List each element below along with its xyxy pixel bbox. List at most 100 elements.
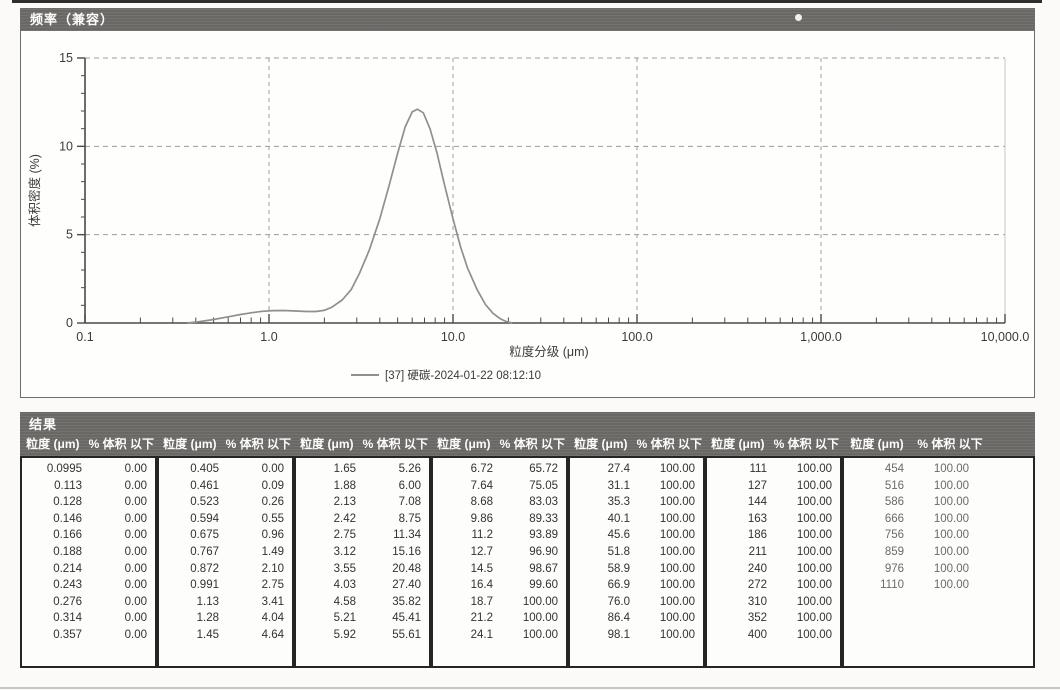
size-value: 516 bbox=[884, 479, 904, 492]
size-value: 2.13 bbox=[333, 496, 356, 509]
x-tick-label: 100.0 bbox=[621, 330, 652, 344]
table-row: 0.314 0.00 bbox=[22, 610, 155, 627]
percent-volume-value: 100.00 bbox=[796, 628, 832, 641]
table-row: 6.72 65.72 bbox=[433, 461, 566, 478]
percent-volume-value: 55.61 bbox=[392, 628, 421, 641]
percent-volume-value: 0.00 bbox=[124, 595, 147, 608]
percent-volume-value: 100.00 bbox=[659, 545, 695, 558]
scan-bottom-edge bbox=[0, 687, 1060, 689]
percent-volume-value: 96.90 bbox=[529, 545, 558, 558]
table-row: 352 100.00 bbox=[707, 610, 840, 627]
scan-artifact-dot bbox=[795, 14, 802, 21]
percent-volume-value: 0.00 bbox=[124, 529, 147, 542]
size-value: 21.2 bbox=[470, 612, 493, 625]
size-value: 3.55 bbox=[333, 562, 356, 575]
size-value: 98.1 bbox=[607, 628, 630, 641]
table-row: 666 100.00 bbox=[844, 511, 1033, 528]
size-column-header: 粒度 (μm) bbox=[711, 437, 765, 451]
table-row: 1.13 3.41 bbox=[159, 594, 292, 611]
percent-volume-value: 100.00 bbox=[796, 562, 832, 575]
size-value: 756 bbox=[884, 529, 904, 542]
scan-top-edge bbox=[12, 0, 1042, 3]
percent-volume-value: 0.55 bbox=[261, 512, 284, 525]
percent-volume-column-header: % 体积 以下 bbox=[773, 437, 840, 451]
column-group-header: 粒度 (μm) % 体积 以下 bbox=[294, 434, 431, 456]
size-value: 6.72 bbox=[470, 463, 493, 475]
percent-volume-value: 100.00 bbox=[522, 595, 558, 608]
particle-size-distribution-chart: 0 5 10 15 0.1 1.0 10.0 100.0 1,000.0 10,000.0 体积密度… bbox=[27, 51, 1029, 382]
size-value: 211 bbox=[748, 545, 767, 558]
table-row: 0.767 1.49 bbox=[159, 544, 292, 561]
table-row: 0.461 0.09 bbox=[159, 478, 292, 495]
percent-volume-column-header: % 体积 以下 bbox=[499, 437, 566, 451]
table-row: 0.405 0.00 bbox=[159, 461, 292, 478]
percent-volume-column-header: % 体积 以下 bbox=[362, 437, 429, 451]
size-value: 9.86 bbox=[470, 512, 493, 525]
percent-volume-value: 100.00 bbox=[659, 479, 695, 492]
table-row: 163 100.00 bbox=[707, 511, 840, 528]
size-value: 16.4 bbox=[470, 579, 493, 592]
column-group-header: 粒度 (μm) % 体积 以下 bbox=[157, 434, 294, 456]
table-row: 12.7 96.90 bbox=[433, 544, 566, 561]
size-value: 11.2 bbox=[471, 529, 493, 542]
size-value: 4.58 bbox=[333, 595, 356, 608]
percent-volume-value: 0.00 bbox=[124, 562, 147, 575]
percent-volume-column-header: % 体积 以下 bbox=[636, 437, 703, 451]
x-axis-label: 粒度分级 (μm) bbox=[509, 344, 588, 359]
size-value: 40.1 bbox=[607, 512, 630, 525]
results-column-headers: 粒度 (μm)% 体积 以下 粒度 (μm)% 体积 以下 粒度 (μm)% 体积 … bbox=[20, 434, 1035, 456]
percent-volume-value: 98.67 bbox=[529, 562, 558, 575]
table-row: 21.2 100.00 bbox=[433, 610, 566, 627]
percent-volume-value: 89.33 bbox=[529, 512, 558, 525]
size-value: 0.128 bbox=[53, 496, 82, 509]
table-row: 240 100.00 bbox=[707, 561, 840, 578]
table-row: 98.1 100.00 bbox=[570, 627, 703, 644]
percent-volume-value: 100.00 bbox=[933, 496, 969, 509]
results-table: 0.0995 0.00 0.113 0.00 0.128 0.00 0.146 0.00 0.1… bbox=[20, 456, 1035, 668]
x-tick-label: 0.1 bbox=[76, 330, 93, 344]
percent-volume-value: 11.34 bbox=[393, 529, 421, 542]
table-row: 976 100.00 bbox=[844, 561, 1033, 578]
x-tick-label: 10.0 bbox=[441, 330, 465, 344]
percent-volume-value: 100.00 bbox=[933, 562, 969, 575]
table-row: 2.42 8.75 bbox=[296, 511, 429, 528]
size-value: 0.0995 bbox=[46, 463, 82, 475]
table-row: 0.0995 0.00 bbox=[22, 461, 155, 478]
percent-volume-value: 100.00 bbox=[659, 463, 695, 475]
percent-volume-value: 0.00 bbox=[124, 496, 147, 509]
size-value: 0.113 bbox=[54, 479, 82, 492]
table-row: 40.1 100.00 bbox=[570, 511, 703, 528]
percent-volume-value: 100.00 bbox=[796, 496, 832, 509]
size-value: 1.28 bbox=[196, 612, 219, 625]
percent-volume-value: 2.10 bbox=[261, 562, 284, 575]
percent-volume-value: 100.00 bbox=[796, 612, 832, 625]
size-value: 5.92 bbox=[333, 628, 356, 641]
table-row: 0.243 0.00 bbox=[22, 577, 155, 594]
size-value: 18.7 bbox=[470, 595, 493, 608]
percent-volume-value: 100.00 bbox=[933, 545, 969, 558]
table-row: 4.03 27.40 bbox=[296, 577, 429, 594]
table-row: 586 100.00 bbox=[844, 494, 1033, 511]
percent-volume-value: 75.05 bbox=[529, 479, 558, 492]
percent-volume-value: 0.00 bbox=[124, 628, 147, 641]
table-row: 5.21 45.41 bbox=[296, 610, 429, 627]
percent-volume-value: 100.00 bbox=[659, 595, 695, 608]
size-value: 1110 bbox=[880, 579, 904, 592]
column-group-header: 粒度 (μm) % 体积 以下 bbox=[568, 434, 705, 456]
percent-volume-value: 100.00 bbox=[522, 628, 558, 641]
size-value: 0.405 bbox=[190, 463, 219, 475]
size-value: 127 bbox=[747, 479, 767, 492]
results-panel: 结果 粒度 (μm)% 体积 以下 粒度 (μm)% 体积 以下 粒度 (μm)% … bbox=[20, 412, 1035, 674]
table-row: 0.357 0.00 bbox=[22, 627, 155, 644]
table-row: 0.166 0.00 bbox=[22, 527, 155, 544]
percent-volume-value: 35.82 bbox=[392, 595, 421, 608]
y-tick-label: 0 bbox=[66, 316, 73, 330]
table-row: 27.4 100.00 bbox=[570, 461, 703, 478]
table-row: 18.7 100.00 bbox=[433, 594, 566, 611]
frequency-chart-panel: 频率（兼容） 0 5 10 15 0.1 1.0 10.0 100.0 1,000.0 10,00… bbox=[20, 8, 1035, 398]
size-value: 240 bbox=[747, 562, 767, 575]
percent-volume-column-header: % 体积 以下 bbox=[225, 437, 292, 451]
x-tick-label: 1.0 bbox=[260, 330, 277, 344]
table-row: 66.9 100.00 bbox=[570, 577, 703, 594]
